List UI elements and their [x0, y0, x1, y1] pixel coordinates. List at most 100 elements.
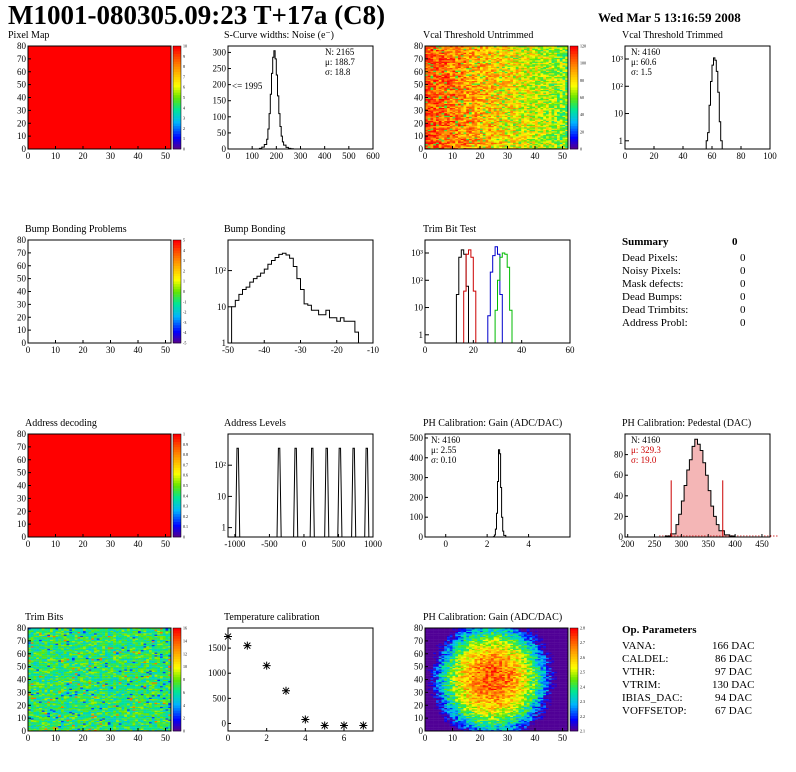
heatmap-cell: [524, 62, 527, 65]
heatmap-cell: [496, 83, 500, 85]
heatmap-cell: [493, 76, 497, 79]
heatmap-cell: [441, 146, 445, 148]
heatmap-cell: [455, 147, 459, 150]
heatmap-cell: [491, 79, 494, 81]
heatmap-cell: [526, 74, 530, 76]
palette-band: [173, 53, 181, 57]
heatmap-cell: [540, 141, 544, 143]
heatmap-cell: [441, 48, 445, 51]
heatmap-cell: [485, 94, 489, 97]
heatmap-cell: [562, 66, 566, 69]
heatmap-cell: [458, 118, 461, 120]
heatmap-cell: [458, 66, 461, 69]
heatmap-cell: [496, 132, 500, 134]
heatmap-cell: [540, 85, 544, 88]
x-tick-label: 40: [531, 151, 541, 161]
heatmap-cell: [466, 139, 470, 142]
heatmap-cell: [33, 649, 37, 652]
heatmap-cell: [452, 84, 456, 87]
heatmap-cell: [521, 66, 525, 69]
heatmap-cell: [447, 80, 450, 83]
heatmap-cell: [466, 61, 470, 63]
heatmap-cell: [485, 100, 489, 102]
palette-band: [173, 247, 181, 251]
heatmap-cell: [463, 80, 467, 83]
heatmap-cell: [518, 69, 522, 71]
heatmap-cell: [430, 115, 434, 118]
heatmap-cell: [546, 57, 549, 60]
heatmap-cell: [529, 130, 533, 133]
heatmap-cell: [532, 145, 536, 147]
heatmap-cell: [526, 61, 530, 63]
heatmap-cell: [28, 648, 31, 651]
heatmap-cell: [554, 62, 558, 65]
heatmap-cell: [562, 107, 566, 110]
heatmap-cell: [430, 80, 434, 83]
heatmap-cell: [496, 61, 500, 63]
heatmap-cell: [488, 114, 492, 116]
heatmap-cell: [471, 64, 475, 66]
palette-band: [570, 115, 578, 119]
heatmap-cell: [452, 137, 456, 139]
heatmap-cell: [452, 142, 456, 145]
heatmap-cell: [535, 100, 538, 102]
heatmap-cell: [499, 85, 503, 88]
heatmap-cell: [466, 142, 470, 145]
heatmap-cell: [427, 138, 431, 141]
heatmap-cell: [557, 79, 560, 81]
heatmap-cell: [444, 51, 448, 53]
heatmap-cell: [502, 53, 505, 56]
heatmap-cell: [455, 103, 459, 106]
panel-title: Bump Bonding: [224, 224, 286, 235]
heatmap-cell: [477, 120, 481, 123]
heatmap-cell: [532, 96, 536, 98]
y-tick-label: 50: [17, 468, 27, 478]
heatmap-cell: [477, 123, 481, 125]
heatmap-cell: [471, 133, 475, 136]
heatmap-cell: [524, 66, 527, 69]
heatmap-cell: [485, 74, 489, 76]
heatmap-cell: [441, 62, 445, 65]
heatmap-cell: [521, 57, 525, 60]
heatmap-cell: [493, 133, 497, 136]
heatmap-cell: [444, 66, 448, 69]
heatmap-cell: [449, 97, 453, 99]
heatmap-cell: [554, 110, 558, 112]
heatmap-cell: [565, 94, 569, 97]
heatmap-cell: [499, 145, 503, 147]
palette-band: [173, 107, 181, 111]
heatmap-cell: [480, 103, 483, 106]
heatmap-cell: [436, 103, 439, 106]
x-tick-label: -10: [367, 345, 379, 355]
heatmap-cell: [540, 109, 544, 111]
palette-band: [173, 270, 181, 274]
panel-title: Pixel Map: [8, 30, 50, 41]
heatmap-cell: [463, 142, 467, 145]
heatmap-cell: [496, 71, 500, 74]
heatmap-cell: [30, 638, 34, 640]
heatmap-cell: [554, 145, 558, 147]
heatmap-cell: [491, 73, 494, 75]
heatmap-cell: [554, 120, 558, 123]
heatmap-cell: [471, 70, 475, 72]
heatmap-cell: [559, 96, 563, 98]
heatmap-cell: [452, 74, 456, 76]
heatmap-cell: [499, 96, 503, 98]
heatmap-cell: [433, 141, 437, 143]
palette-band: [173, 436, 181, 440]
heatmap-cell: [507, 82, 511, 84]
heatmap-cell: [548, 129, 552, 132]
heatmap-cell: [427, 134, 431, 137]
heatmap-cell: [521, 49, 525, 52]
heatmap-cell: [438, 92, 442, 94]
heatmap-cell: [425, 55, 428, 57]
palette-band: [570, 120, 578, 124]
heatmap-cell: [430, 70, 434, 72]
palette-band: [173, 141, 181, 145]
heatmap-cell: [537, 87, 541, 89]
heatmap-cell: [458, 93, 461, 96]
y-tick-label: 10²: [214, 266, 226, 276]
heatmap-cell: [526, 89, 530, 92]
heatmap-cell: [480, 124, 483, 127]
heatmap-fill: [28, 46, 171, 149]
